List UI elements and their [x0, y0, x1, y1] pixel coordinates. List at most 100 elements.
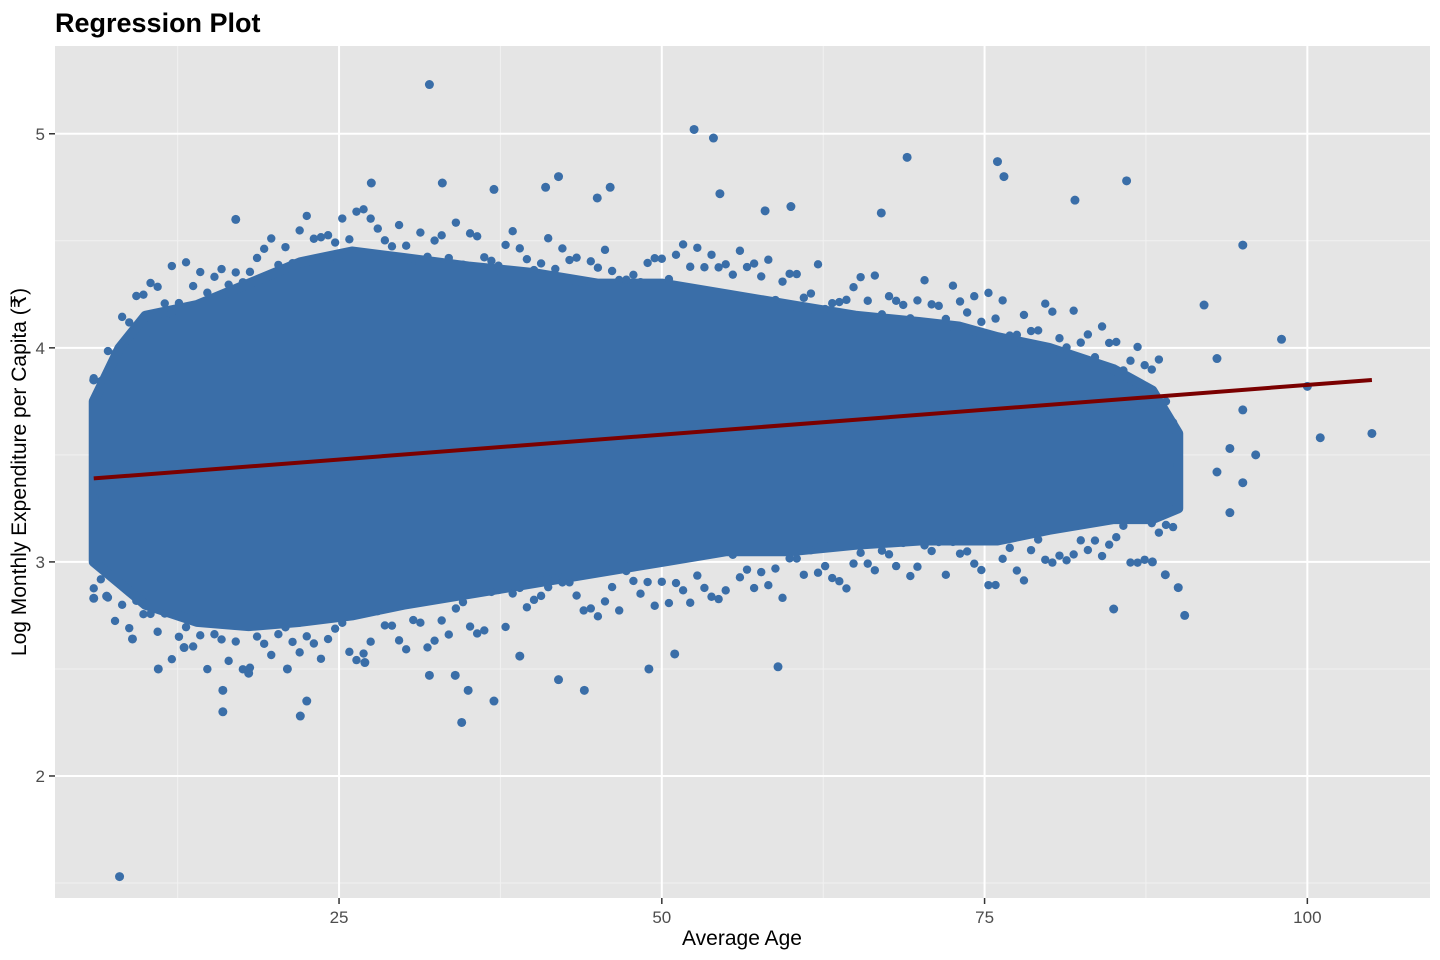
cloud-edge-point	[409, 254, 418, 264]
cloud-edge-point	[551, 264, 560, 274]
scatter-point	[554, 172, 564, 182]
cloud-edge-point	[1076, 536, 1085, 545]
cloud-edge-point	[1026, 326, 1036, 336]
cloud-edge-point	[430, 236, 439, 245]
scatter-points	[89, 80, 1377, 882]
cloud-edge-point	[728, 270, 738, 279]
cloud-edge-point	[579, 276, 588, 286]
scatter-point	[1122, 176, 1132, 186]
cloud-edge-point	[96, 377, 106, 386]
cloud-edge-point	[835, 297, 844, 307]
cloud-edge-point	[416, 618, 425, 627]
scatter-point	[457, 717, 467, 727]
cloud-edge-point	[842, 295, 851, 305]
cloud-edge-point	[465, 622, 475, 631]
cloud-edge-point	[607, 582, 617, 592]
cloud-edge-point	[586, 257, 595, 266]
dense-cloud-region	[88, 246, 1184, 632]
scatter-point	[605, 182, 615, 192]
regression-line	[93, 377, 1373, 481]
cloud-edge-point	[1012, 330, 1022, 340]
cloud-edge-point	[295, 648, 304, 657]
cloud-edge-point	[572, 253, 581, 262]
scatter-point	[489, 184, 499, 194]
cloud-edge-point	[906, 314, 915, 323]
scatter-point	[463, 685, 473, 695]
cloud-edge-point	[480, 253, 489, 262]
cloud-edge-point	[636, 278, 645, 287]
cloud-edge-point	[139, 609, 148, 619]
scatter-point	[1160, 570, 1170, 580]
x-tick-label: 75	[975, 908, 994, 927]
cloud-edge-point	[757, 272, 766, 281]
cloud-edge-point	[174, 632, 184, 641]
scatter-point	[689, 124, 699, 134]
cloud-edge-point	[1019, 576, 1029, 585]
cloud-edge-point	[842, 584, 851, 593]
scatter-point	[366, 178, 376, 188]
scatter-point	[579, 685, 589, 695]
cloud-edge-point	[231, 637, 240, 646]
scatter-point	[437, 178, 447, 188]
scatter-point	[231, 214, 241, 224]
cloud-edge-point	[1005, 331, 1014, 340]
cloud-edge-point	[799, 570, 809, 579]
cloud-edge-point	[444, 253, 453, 263]
scatter-point	[1173, 461, 1183, 471]
cloud-edge-point	[586, 604, 595, 613]
cloud-edge-point	[508, 227, 517, 236]
cloud-edge-point	[778, 277, 787, 286]
cloud-edge-point	[884, 550, 894, 559]
cloud-edge-point	[558, 244, 567, 253]
cloud-edge-point	[125, 318, 134, 327]
cloud-edge-point	[657, 254, 667, 263]
cloud-edge-point	[1140, 360, 1149, 370]
cloud-edge-point	[245, 267, 255, 277]
cloud-edge-point	[899, 538, 908, 548]
cloud-edge-point	[529, 595, 539, 605]
cloud-edge-point	[132, 291, 141, 301]
cloud-edge-point	[252, 253, 262, 263]
scatter-point	[295, 711, 305, 721]
cloud-edge-point	[352, 655, 361, 665]
scatter-point	[1199, 300, 1209, 310]
cloud-edge-point	[1126, 558, 1135, 567]
cloud-edge-point	[181, 258, 191, 267]
scatter-point	[127, 634, 137, 644]
cloud-edge-point	[1033, 535, 1043, 544]
cloud-edge-point	[203, 664, 212, 674]
cloud-edge-point	[1090, 536, 1100, 545]
cloud-edge-point	[259, 639, 269, 648]
cloud-edge-point	[629, 576, 638, 586]
scatter-point	[218, 685, 228, 695]
scatter-point	[89, 593, 99, 603]
cloud-edge-point	[934, 301, 943, 311]
cloud-edge-point	[622, 275, 631, 284]
scatter-point	[360, 658, 370, 668]
cloud-edge-point	[458, 597, 468, 607]
scatter-point	[218, 707, 228, 717]
cloud-edge-point	[117, 312, 127, 322]
scatter-point	[166, 309, 176, 319]
cloud-edge-point	[735, 573, 745, 582]
cloud-edge-point	[267, 650, 276, 660]
cloud-edge-point	[934, 537, 943, 547]
cloud-edge-point	[813, 568, 823, 577]
cloud-edge-point	[217, 264, 226, 274]
cloud-edge-point	[941, 570, 951, 580]
cloud-edge-point	[565, 578, 574, 587]
cloud-edge-point	[465, 229, 475, 238]
cloud-edge-point	[941, 314, 951, 324]
scatter-point	[424, 670, 434, 680]
cloud-edge-point	[856, 548, 865, 558]
cloud-edge-point	[913, 562, 922, 571]
cloud-edge-point	[1097, 551, 1107, 561]
scatter-point	[179, 643, 189, 653]
cloud-edge-point	[472, 232, 482, 241]
cloud-edge-point	[196, 267, 205, 277]
cloud-edge-point	[224, 656, 233, 666]
cloud-edge-point	[1083, 330, 1093, 339]
scatter-point	[1315, 433, 1325, 443]
cloud-edge-point	[153, 282, 162, 291]
